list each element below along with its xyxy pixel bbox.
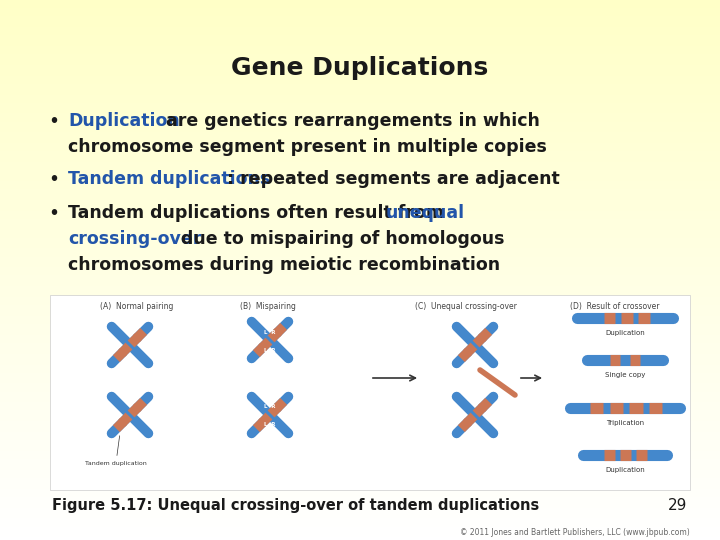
Text: due to mispairing of homologous: due to mispairing of homologous	[175, 230, 505, 248]
Text: Duplication: Duplication	[605, 467, 645, 473]
Text: L  R: L R	[264, 422, 276, 427]
Text: Duplication: Duplication	[68, 112, 180, 130]
Text: © 2011 Jones and Bartlett Publishers, LLC (www.jbpub.com): © 2011 Jones and Bartlett Publishers, LL…	[460, 528, 690, 537]
Text: •: •	[48, 112, 59, 131]
Text: Triplication: Triplication	[606, 420, 644, 426]
Text: Figure 5.17: Unequal crossing-over of tandem duplications: Figure 5.17: Unequal crossing-over of ta…	[52, 498, 539, 513]
Text: chromosomes during meiotic recombination: chromosomes during meiotic recombination	[68, 256, 500, 274]
Text: Tandem duplication: Tandem duplication	[85, 436, 147, 466]
Text: Single copy: Single copy	[605, 372, 645, 378]
Text: crossing-over: crossing-over	[68, 230, 202, 248]
Text: are genetics rearrangements in which: are genetics rearrangements in which	[160, 112, 540, 130]
Text: chromosome segment present in multiple copies: chromosome segment present in multiple c…	[68, 138, 547, 156]
Text: (D)  Result of crossover: (D) Result of crossover	[570, 302, 660, 311]
Text: (C)  Unequal crossing-over: (C) Unequal crossing-over	[415, 302, 517, 311]
Text: •: •	[48, 170, 59, 189]
Text: L  R: L R	[264, 348, 276, 353]
Text: : repeated segments are adjacent: : repeated segments are adjacent	[227, 170, 559, 188]
Text: Tandem duplications: Tandem duplications	[68, 170, 270, 188]
Polygon shape	[50, 295, 690, 490]
Text: unequal: unequal	[386, 204, 465, 222]
Text: (A)  Normal pairing: (A) Normal pairing	[100, 302, 174, 311]
Text: Duplication: Duplication	[605, 330, 645, 336]
Text: Gene Duplications: Gene Duplications	[231, 56, 489, 80]
Text: Tandem duplications often result from: Tandem duplications often result from	[68, 204, 450, 222]
Text: •: •	[48, 204, 59, 223]
Text: 29: 29	[668, 498, 688, 513]
Text: L  R: L R	[264, 329, 276, 334]
Text: (B)  Mispairing: (B) Mispairing	[240, 302, 296, 311]
Text: L  R: L R	[264, 404, 276, 409]
